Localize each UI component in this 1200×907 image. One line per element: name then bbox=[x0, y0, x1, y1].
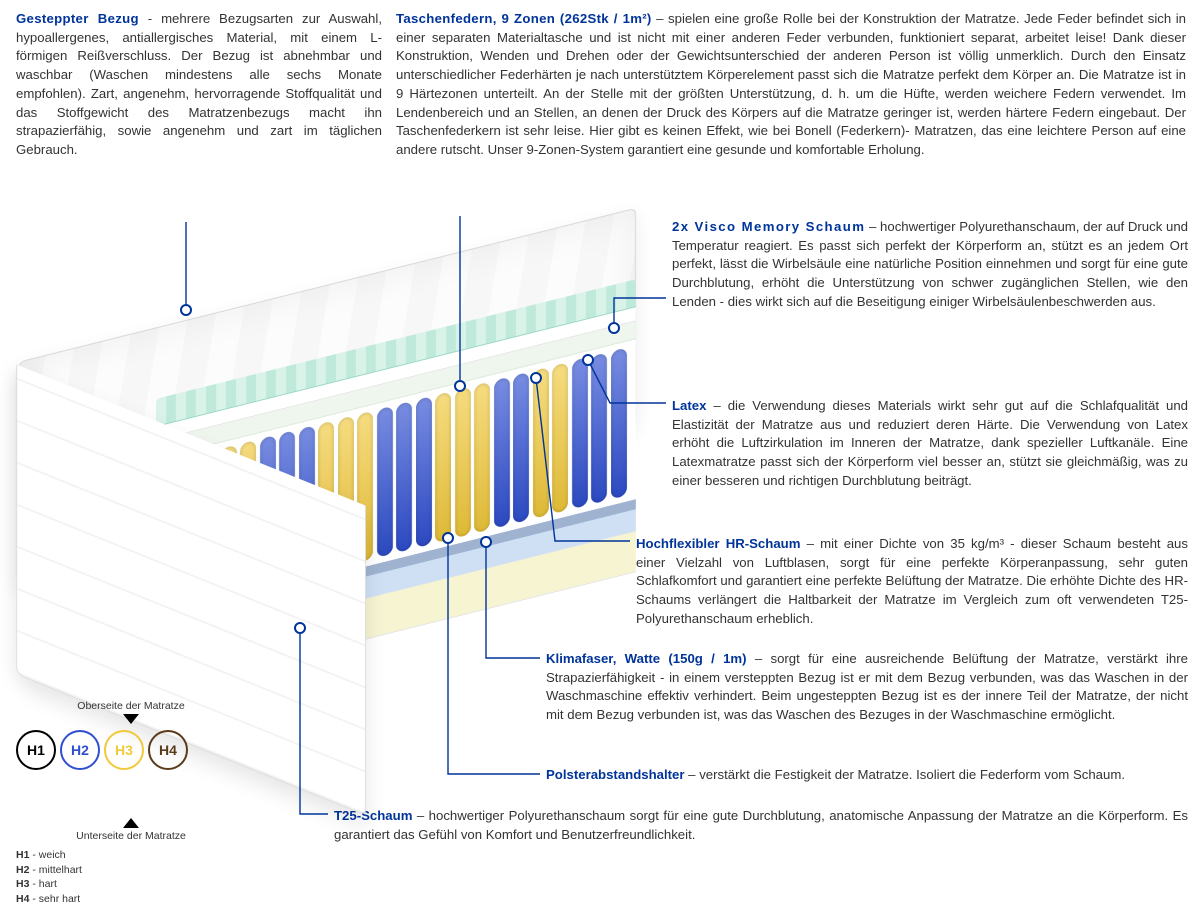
spring-coil bbox=[572, 357, 588, 509]
spring-coil bbox=[611, 348, 627, 500]
spring-coil bbox=[416, 396, 432, 548]
hardness-legend: Oberseite der Matratze H1H2H3H4 Untersei… bbox=[16, 700, 246, 907]
legend-top-label: Oberseite der Matratze bbox=[16, 700, 246, 712]
spring-coil bbox=[513, 372, 529, 524]
springs-body: spielen eine große Rolle bei der Konstru… bbox=[396, 11, 1186, 157]
spring-coil bbox=[552, 362, 568, 514]
desc-latex: Latex – die Verwendung dieses Materials … bbox=[672, 397, 1188, 491]
hardness-list: H1 - weichH2 - mittelhartH3 - hartH4 - s… bbox=[16, 848, 246, 907]
spring-coil bbox=[396, 401, 412, 553]
spring-coil bbox=[455, 386, 471, 538]
hardness-circle-h4: H4 bbox=[148, 730, 188, 770]
block-cover: Gesteppter Bezug - mehrere Bezugsarten z… bbox=[16, 10, 382, 160]
legend-bottom-label: Unterseite der Matratze bbox=[16, 830, 246, 842]
spring-coil bbox=[435, 391, 451, 543]
desc-t25: T25-Schaum – hochwertiger Polyurethansch… bbox=[334, 807, 1188, 844]
arrow-up-icon bbox=[123, 818, 139, 828]
hardness-circle-h1: H1 bbox=[16, 730, 56, 770]
hardness-list-item: H4 - sehr hart bbox=[16, 892, 246, 907]
cover-sep: - bbox=[139, 11, 161, 26]
hardness-circle-h2: H2 bbox=[60, 730, 100, 770]
spring-coil bbox=[591, 352, 607, 504]
hardness-list-item: H3 - hart bbox=[16, 877, 246, 892]
springs-sep: – bbox=[652, 11, 668, 26]
spring-coil bbox=[494, 377, 510, 529]
hardness-circle-h3: H3 bbox=[104, 730, 144, 770]
spring-coil bbox=[533, 367, 549, 519]
cover-heading: Gesteppter Bezug bbox=[16, 11, 139, 26]
arrow-down-icon bbox=[123, 714, 139, 724]
hardness-circles-row: H1H2H3H4 bbox=[16, 730, 246, 816]
desc-polster: Polsterabstandshalter – verstärkt die Fe… bbox=[546, 766, 1188, 785]
visco-heading: 2x Visco Memory Schaum bbox=[672, 219, 865, 234]
block-springs: Taschenfedern, 9 Zonen (262Stk / 1m²) – … bbox=[396, 10, 1186, 160]
desc-visco: 2x Visco Memory Schaum – hochwertiger Po… bbox=[672, 218, 1188, 312]
infographic-root: Gesteppter Bezug - mehrere Bezugsarten z… bbox=[0, 0, 1200, 894]
hardness-list-item: H2 - mittelhart bbox=[16, 863, 246, 878]
hardness-list-item: H1 - weich bbox=[16, 848, 246, 863]
spring-coil bbox=[474, 382, 490, 534]
desc-hr: Hochflexibler HR-Schaum – mit einer Dich… bbox=[636, 535, 1188, 629]
spring-coil bbox=[377, 406, 393, 558]
mattress-diagram bbox=[16, 225, 656, 705]
cover-body: mehrere Bezugsarten zur Auswahl, hypoall… bbox=[16, 11, 382, 157]
springs-heading: Taschenfedern, 9 Zonen (262Stk / 1m²) bbox=[396, 11, 652, 26]
